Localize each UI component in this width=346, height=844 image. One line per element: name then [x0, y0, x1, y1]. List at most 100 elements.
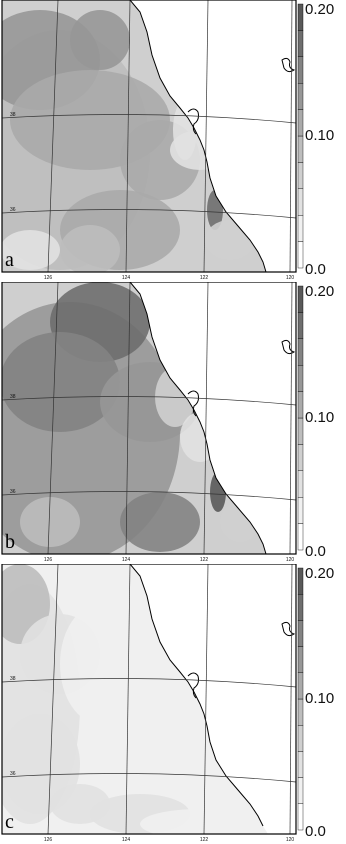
longitude-line	[125, 564, 131, 835]
latitude-line	[1, 773, 297, 783]
longitude-line	[289, 282, 293, 555]
colorbar-step	[297, 672, 304, 700]
colorbar-label: 0.0	[305, 543, 326, 560]
colorbar-step	[297, 82, 304, 110]
lake-outline	[281, 621, 296, 637]
lon-tick-label: 120	[286, 557, 295, 563]
panel-a: 38 36 126 124 122 120 a 0.20 0.10 0.0	[0, 0, 346, 282]
colorbar-step	[297, 364, 304, 392]
colorbar-step	[297, 724, 304, 752]
contour-region	[2, 714, 80, 814]
colorbar-step	[297, 567, 304, 595]
lon-tick-label: 122	[200, 837, 209, 843]
longitude-line	[125, 282, 131, 555]
map-frame	[1, 0, 297, 273]
latitude-line	[1, 209, 297, 219]
graticule	[1, 282, 297, 555]
colorbar-step	[297, 751, 304, 778]
contour-region	[70, 10, 130, 70]
lat-tick-label: 38	[10, 676, 16, 682]
map-panel-c: 38 36 126 124 122 120 c 0.20 0.10 0.0	[1, 564, 334, 843]
longitude-line	[125, 0, 131, 273]
panel-b: 38 36 126 124 122 120 b 0.20 0.10 0.0	[0, 282, 346, 564]
colorbar: 0.20 0.10 0.0	[297, 1, 334, 278]
colorbar-step	[297, 698, 304, 726]
longitude-line	[203, 564, 209, 835]
colorbar-label: 0.10	[305, 409, 334, 426]
sea-field-a	[2, 0, 268, 272]
contour-region	[2, 230, 60, 270]
map-frame	[1, 564, 297, 835]
colorbar-step	[297, 391, 304, 419]
longitude-line	[203, 282, 209, 555]
latitude-line	[1, 491, 297, 501]
colorbar-step	[297, 417, 304, 445]
colorbar-step	[297, 241, 304, 269]
panel-letter: a	[5, 249, 14, 271]
coastline	[129, 0, 267, 273]
colorbar-step	[297, 285, 304, 313]
colorbar-label: 0.0	[305, 261, 326, 278]
lake-outline	[281, 339, 296, 355]
lon-tick-label: 126	[44, 837, 53, 843]
bay-outline	[187, 672, 199, 699]
colorbar-step	[297, 135, 304, 163]
colorbar-label: 0.20	[305, 565, 334, 582]
colorbar-step	[297, 3, 304, 31]
map-panel-b: 38 36 126 124 122 120 b 0.20 0.10 0.0	[1, 282, 334, 563]
bay-outline	[187, 390, 199, 417]
colorbar-step	[297, 109, 304, 137]
contour-region	[60, 604, 140, 724]
contour-region	[210, 472, 226, 512]
colorbar-step	[297, 470, 304, 498]
lon-tick-label: 122	[200, 275, 209, 281]
colorbar-step	[297, 496, 304, 524]
longitude-line	[47, 282, 59, 555]
longitude-line	[47, 564, 59, 835]
colorbar-step	[297, 30, 304, 57]
map-frame	[1, 282, 297, 555]
contour-region	[60, 225, 120, 272]
coastline	[129, 564, 264, 827]
colorbar: 0.20 0.10 0.0	[297, 283, 334, 560]
contour-region	[20, 497, 80, 547]
contour-region	[120, 492, 200, 552]
colorbar-step	[297, 523, 304, 551]
latitude-line	[1, 396, 297, 406]
latitude-line	[1, 114, 297, 124]
graticule	[1, 0, 297, 273]
lat-tick-label: 38	[10, 394, 16, 400]
colorbar-step	[297, 803, 304, 831]
colorbar-label: 0.20	[305, 283, 334, 300]
latitude-line	[1, 678, 297, 688]
longitude-line	[289, 564, 293, 835]
lat-tick-label: 36	[10, 489, 16, 495]
panel-letter: c	[5, 811, 14, 833]
lon-tick-label: 126	[44, 557, 53, 563]
contour-region	[205, 220, 255, 260]
colorbar-step	[297, 646, 304, 673]
colorbar-step	[297, 312, 304, 339]
lon-tick-label: 124	[122, 557, 131, 563]
lon-tick-label: 124	[122, 275, 131, 281]
colorbar-label: 0.10	[305, 690, 334, 707]
contour-region	[140, 809, 260, 834]
colorbar-step	[297, 56, 304, 84]
lat-tick-label: 36	[10, 771, 16, 777]
map-panel-a: 38 36 126 124 122 120 a 0.20 0.10 0.0	[1, 0, 334, 281]
colorbar-step	[297, 444, 304, 471]
lake-outline	[281, 57, 296, 73]
lat-tick-label: 36	[10, 207, 16, 213]
panel-c: 38 36 126 124 122 120 c 0.20 0.10 0.0	[0, 564, 346, 844]
colorbar-label: 0.20	[305, 1, 334, 18]
coastline	[129, 282, 267, 555]
sea-field-b	[2, 282, 268, 554]
contour-region	[180, 412, 220, 462]
colorbar-step	[297, 620, 304, 647]
lon-tick-label: 124	[122, 837, 131, 843]
bay-outline	[187, 108, 199, 135]
colorbar: 0.20 0.10 0.0	[297, 565, 334, 840]
colorbar-step	[297, 214, 304, 242]
lon-tick-label: 120	[286, 837, 295, 843]
lon-tick-label: 120	[286, 275, 295, 281]
